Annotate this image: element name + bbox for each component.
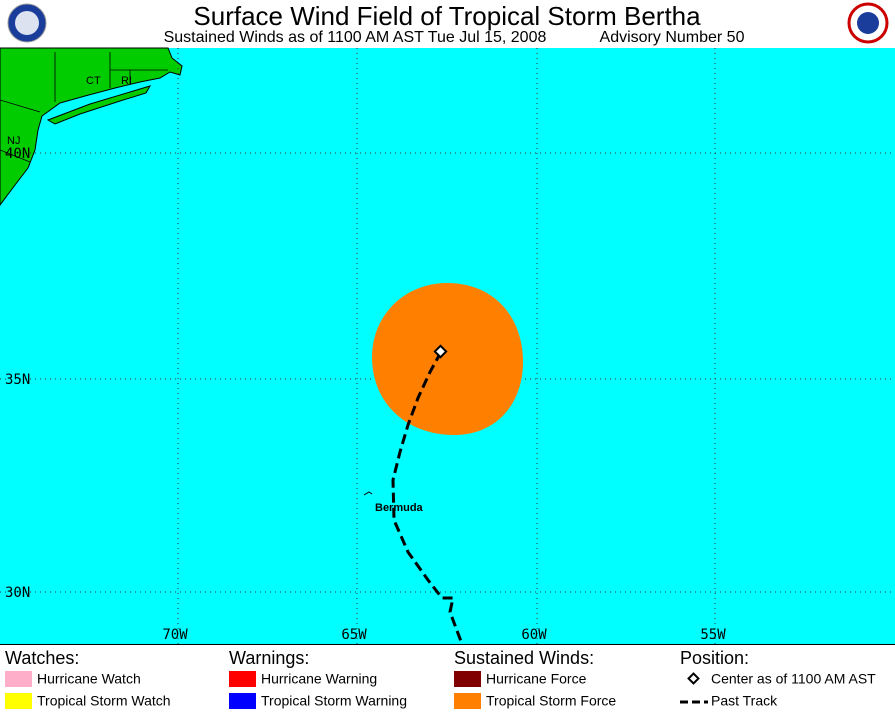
swatch <box>454 671 481 687</box>
lon-label: 65W <box>341 627 367 643</box>
lat-label: 35N <box>5 372 30 388</box>
past-track <box>391 351 464 645</box>
legend-item: Past Track <box>711 693 778 709</box>
advisory: Advisory Number 50 <box>600 29 745 46</box>
legend-item: Center as of 1100 AM AST <box>711 671 876 687</box>
legend-heading: Warnings: <box>229 648 309 668</box>
legend-item: Tropical Storm Force <box>486 693 616 709</box>
title: Surface Wind Field of Tropical Storm Ber… <box>193 1 701 31</box>
swatch <box>229 671 256 687</box>
legend-item: Hurricane Force <box>486 671 587 687</box>
tropical-storm-wind-field <box>372 283 523 435</box>
swatch <box>687 672 700 685</box>
graticule <box>0 48 895 644</box>
swatch <box>229 693 256 709</box>
swatch <box>454 693 481 709</box>
land <box>0 47 183 206</box>
legend-item: Tropical Storm Watch <box>37 693 171 709</box>
swatch <box>5 693 32 709</box>
lat-label: 30N <box>5 585 30 601</box>
place-label: Bermuda <box>375 502 424 514</box>
lon-label: 55W <box>700 627 726 643</box>
subtitle: Sustained Winds as of 1100 AM AST Tue Ju… <box>164 29 547 46</box>
lon-label: 60W <box>521 627 547 643</box>
lat-label: 40N <box>5 146 30 162</box>
storm-center <box>433 344 448 359</box>
legend-item: Tropical Storm Warning <box>261 693 407 709</box>
state-label: CT <box>86 75 101 87</box>
bermuda-island <box>363 491 373 496</box>
swatch <box>5 671 32 687</box>
legend-heading: Watches: <box>5 648 79 668</box>
state-lines <box>0 52 168 163</box>
state-label: NJ <box>7 135 20 147</box>
nws-logo-inner <box>857 12 879 34</box>
legend-heading: Sustained Winds: <box>454 648 594 668</box>
legend-item: Hurricane Watch <box>37 671 141 687</box>
noaa-logo-inner <box>15 11 39 35</box>
long-island <box>46 85 152 125</box>
state-label: RI <box>121 75 132 87</box>
lon-label: 70W <box>162 627 188 643</box>
legend-item: Hurricane Warning <box>261 671 377 687</box>
legend-heading: Position: <box>680 648 749 668</box>
